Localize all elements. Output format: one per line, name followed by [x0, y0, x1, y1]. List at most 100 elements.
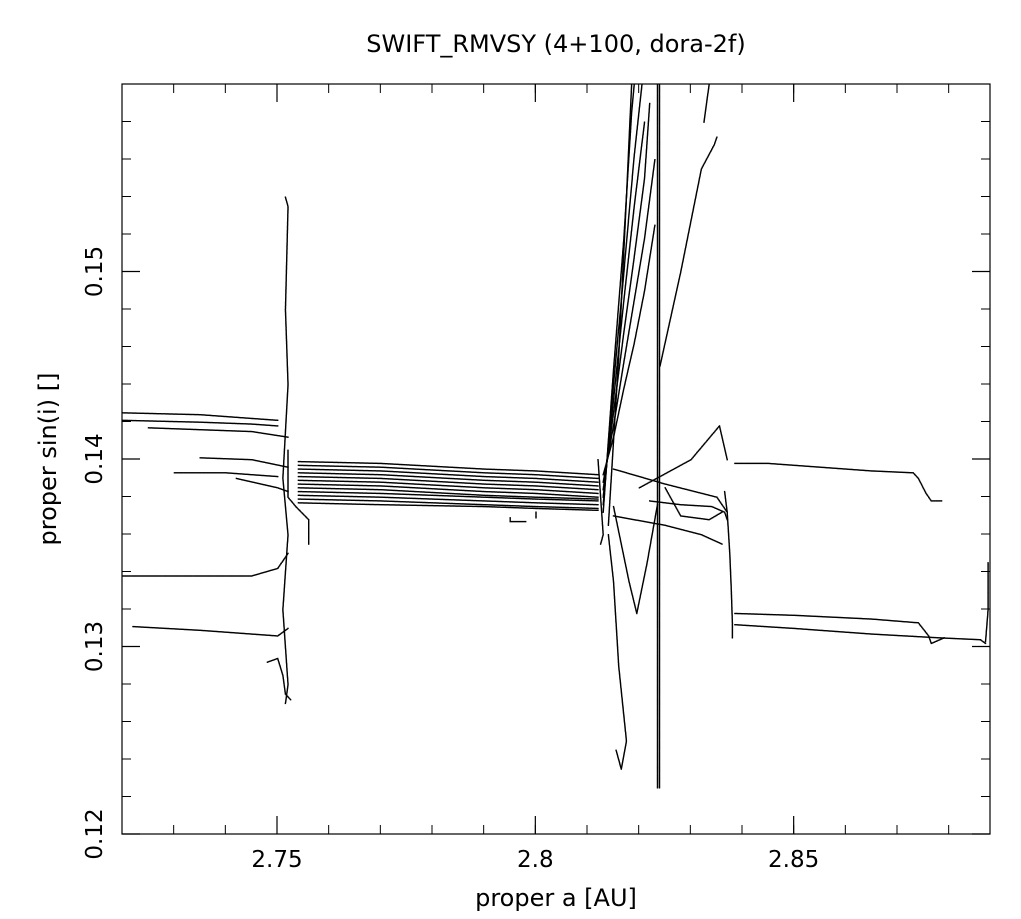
data-point	[216, 472, 218, 474]
data-point	[476, 494, 478, 496]
data-point	[287, 376, 289, 378]
data-point	[286, 628, 288, 630]
data-point	[493, 476, 495, 478]
data-point	[313, 480, 315, 482]
data-point	[283, 592, 285, 594]
data-point	[128, 412, 130, 414]
data-point	[489, 496, 491, 499]
data-point	[285, 341, 288, 343]
data-point	[450, 492, 453, 495]
data-point	[550, 498, 553, 501]
data-point	[289, 698, 291, 700]
data-point	[159, 627, 162, 629]
data-point	[351, 503, 354, 505]
data-point	[489, 491, 491, 493]
data-point	[315, 468, 317, 471]
data-point	[258, 423, 261, 426]
data-point	[278, 464, 281, 467]
data-point	[458, 470, 460, 473]
data-point	[344, 469, 346, 471]
data-point	[516, 520, 518, 523]
data-point	[314, 472, 316, 474]
data-point	[457, 466, 459, 469]
data-point	[268, 475, 270, 477]
data-point	[525, 520, 527, 523]
data-point	[256, 633, 258, 636]
data-point	[263, 571, 265, 574]
data-point	[549, 498, 552, 501]
data-point	[186, 428, 188, 430]
data-point	[235, 458, 238, 460]
data-point	[561, 494, 564, 496]
data-point	[414, 483, 416, 485]
data-point	[181, 428, 184, 430]
data-point	[273, 658, 276, 661]
data-point	[507, 469, 510, 471]
data-point	[312, 461, 314, 463]
data-point	[176, 428, 178, 430]
data-point	[285, 333, 287, 335]
data-point	[348, 480, 350, 483]
data-point	[381, 500, 383, 502]
data-point	[207, 472, 210, 474]
data-point	[366, 488, 368, 491]
data-point	[214, 415, 217, 417]
data-point	[296, 507, 298, 509]
data-point	[271, 659, 274, 661]
data-point	[285, 562, 287, 565]
data-point	[558, 502, 560, 505]
data-point	[459, 467, 461, 469]
data-point	[285, 316, 287, 319]
data-point	[316, 465, 318, 467]
data-point	[283, 489, 285, 492]
data-point	[167, 427, 169, 430]
data-point	[487, 476, 489, 478]
data-point	[151, 626, 153, 629]
data-point	[382, 477, 384, 480]
data-point	[566, 475, 568, 478]
data-point	[259, 432, 262, 434]
data-point	[515, 505, 517, 507]
data-point	[325, 487, 327, 490]
data-point	[299, 487, 302, 489]
data-point	[348, 469, 350, 471]
data-point	[586, 498, 588, 500]
data-point	[242, 458, 244, 461]
data-point	[301, 490, 303, 493]
data-point	[492, 496, 494, 499]
data-point	[567, 487, 569, 489]
data-point	[286, 249, 288, 252]
data-point	[286, 406, 288, 408]
data-point	[584, 499, 586, 502]
data-point	[579, 495, 581, 497]
data-point	[458, 478, 460, 480]
data-point	[216, 630, 218, 633]
data-point	[363, 492, 366, 494]
data-point	[250, 481, 252, 483]
data-point	[563, 483, 565, 485]
data-point	[209, 414, 211, 417]
series-10	[282, 196, 289, 705]
data-point	[456, 481, 458, 484]
data-point	[472, 490, 475, 492]
data-point	[157, 427, 160, 429]
data-point	[458, 493, 460, 495]
data-point	[476, 471, 478, 474]
data-point	[283, 487, 285, 490]
data-point	[465, 486, 467, 488]
data-point	[578, 480, 580, 482]
data-point	[217, 575, 219, 577]
data-point	[163, 413, 165, 415]
data-point	[282, 475, 284, 477]
data-point	[484, 494, 487, 497]
data-point	[459, 474, 461, 476]
data-point	[471, 499, 473, 502]
data-point	[340, 480, 343, 482]
data-point	[284, 431, 287, 433]
data-point	[150, 412, 153, 415]
data-point	[418, 504, 421, 507]
data-point	[576, 499, 578, 501]
data-point	[545, 485, 547, 488]
data-point	[412, 497, 414, 500]
data-point	[481, 483, 483, 485]
